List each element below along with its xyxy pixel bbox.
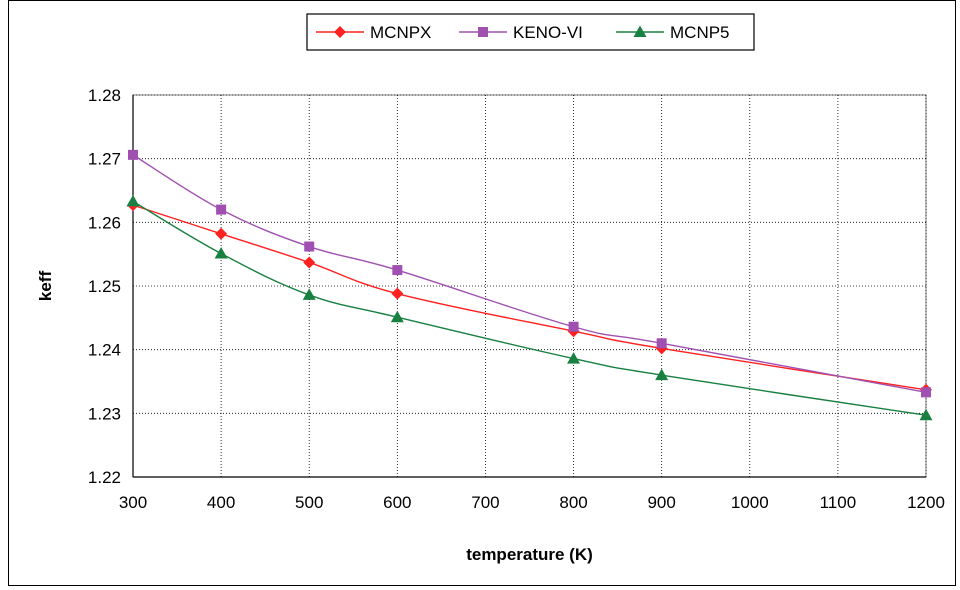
y-tick-label: 1.22 bbox=[88, 468, 121, 487]
x-tick-label: 500 bbox=[295, 493, 323, 512]
x-tick-label: 600 bbox=[383, 493, 411, 512]
y-tick-label: 1.28 bbox=[88, 86, 121, 105]
y-tick-label: 1.25 bbox=[88, 277, 121, 296]
data-point bbox=[128, 149, 138, 160]
legend-item-mcnpx: MCNPX bbox=[316, 23, 431, 42]
data-point bbox=[390, 310, 404, 323]
x-tick-label: 400 bbox=[207, 493, 235, 512]
y-tick-label: 1.23 bbox=[88, 404, 121, 423]
x-tick-label: 300 bbox=[119, 493, 147, 512]
x-tick-label: 1200 bbox=[907, 493, 945, 512]
series-mcnp5 bbox=[126, 194, 933, 421]
legend-item-mcnp5: MCNP5 bbox=[616, 23, 730, 42]
series-layer bbox=[126, 149, 933, 421]
y-tick-label: 1.24 bbox=[88, 341, 121, 360]
data-point bbox=[567, 352, 581, 364]
tick-labels: 300 400 500 600 700 800 900 1000 1100 1200 1.22 1.2… bbox=[88, 86, 945, 512]
x-tick-label: 1100 bbox=[820, 493, 857, 512]
series-line bbox=[132, 204, 927, 391]
data-point bbox=[304, 241, 315, 252]
data-point bbox=[303, 256, 316, 269]
data-point bbox=[919, 408, 933, 421]
data-point bbox=[215, 227, 228, 240]
y-tick-label: 1.27 bbox=[88, 150, 121, 169]
data-point bbox=[568, 321, 579, 332]
data-point bbox=[656, 338, 667, 349]
y-axis-title: keff bbox=[36, 271, 55, 302]
legend-box bbox=[306, 13, 755, 51]
legend-marker bbox=[478, 27, 488, 37]
data-point bbox=[392, 265, 403, 276]
legend-label: MCNPX bbox=[370, 23, 431, 42]
x-tick-label: 700 bbox=[471, 493, 499, 512]
data-point bbox=[655, 368, 669, 381]
legend-marker bbox=[633, 25, 647, 37]
grid bbox=[132, 94, 927, 478]
legend-item-keno-vi: KENO-VI bbox=[459, 23, 583, 42]
x-axis-title: temperature (K) bbox=[466, 545, 593, 564]
legend-label: KENO-VI bbox=[513, 23, 583, 42]
y-tick-label: 1.26 bbox=[88, 213, 121, 232]
data-point bbox=[302, 288, 316, 300]
legend-marker bbox=[334, 26, 346, 38]
x-tick-label: 800 bbox=[559, 493, 587, 512]
x-tick-label: 1000 bbox=[731, 493, 769, 512]
legend-label: MCNP5 bbox=[670, 23, 730, 42]
data-point bbox=[391, 287, 404, 300]
data-point bbox=[921, 387, 931, 398]
data-point bbox=[126, 194, 140, 207]
data-point bbox=[214, 247, 228, 259]
series-keno-vi bbox=[128, 149, 931, 398]
data-point bbox=[216, 204, 227, 215]
legend: MCNPX KENO-VI MCNP5 bbox=[306, 13, 755, 51]
x-tick-label: 900 bbox=[647, 493, 675, 512]
